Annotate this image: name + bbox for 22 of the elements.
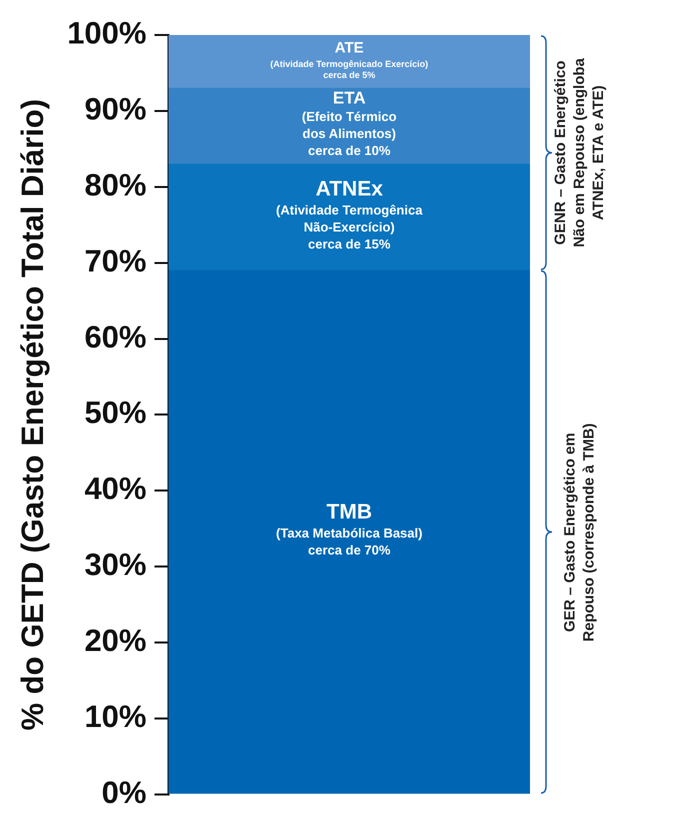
- y-axis-title: % do GETD (Gasto Energético Total Diário): [15, 98, 50, 730]
- text: GENR – Gasto Energético Não em Repouso (engloba ATNEx, ETA e ATE): [552, 57, 608, 248]
- series-label: ATNEx (Atividade Termogênica Não-Exercício) cerca de 15%: [276, 178, 424, 252]
- y-tick-label: 20%: [84, 623, 146, 658]
- y-tick-label: 50%: [84, 395, 146, 430]
- y-tick-label: 80%: [84, 167, 146, 202]
- series-label: TMB (Taxa Metabólica Basal) cerca de 70%: [276, 500, 422, 558]
- bar: [168, 35, 530, 88]
- bar: [168, 88, 530, 164]
- y-tick-label: 60%: [84, 319, 146, 354]
- y-tick-label: 40%: [84, 471, 146, 506]
- bar: [168, 164, 530, 271]
- y-tick-label: 0%: [102, 774, 146, 810]
- y-tick-label: 10%: [84, 699, 146, 734]
- bar: [168, 270, 530, 794]
- y-tick-label: 100%: [67, 16, 146, 51]
- y-tick-label: 90%: [84, 91, 146, 126]
- series-label: ATE (Atividade Termogênicado Exercício) cerca de 5%: [270, 40, 428, 80]
- text: GER – Gasto Energético em Repouso (corresponde à TMB): [562, 423, 598, 642]
- y-tick-label: 70%: [84, 243, 146, 278]
- y-tick-label: 30%: [84, 547, 146, 582]
- series-label: ETA (Efeito Térmico dos Alimentos) cerca de 10%: [302, 88, 397, 158]
